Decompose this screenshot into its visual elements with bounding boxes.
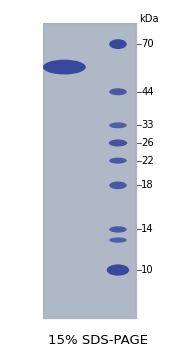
Text: 15% SDS-PAGE: 15% SDS-PAGE — [48, 334, 147, 347]
Ellipse shape — [109, 88, 127, 95]
Bar — [45, 26, 135, 316]
Ellipse shape — [109, 122, 127, 128]
Text: 33: 33 — [141, 120, 154, 130]
Bar — [43, 23, 136, 319]
Text: kDa: kDa — [139, 14, 159, 24]
Text: 26: 26 — [141, 138, 154, 148]
Ellipse shape — [109, 226, 127, 233]
Bar — [43, 23, 136, 319]
Ellipse shape — [109, 39, 127, 49]
Text: 18: 18 — [141, 180, 154, 190]
Text: 44: 44 — [141, 87, 154, 97]
Ellipse shape — [109, 139, 127, 146]
Ellipse shape — [43, 60, 86, 74]
Text: 70: 70 — [141, 39, 154, 49]
Ellipse shape — [109, 237, 127, 243]
Text: 10: 10 — [141, 265, 154, 275]
Text: 14: 14 — [141, 225, 154, 234]
Ellipse shape — [109, 181, 127, 189]
Bar — [43, 23, 136, 319]
Text: 22: 22 — [141, 156, 154, 166]
Ellipse shape — [107, 264, 129, 276]
Ellipse shape — [109, 157, 127, 163]
